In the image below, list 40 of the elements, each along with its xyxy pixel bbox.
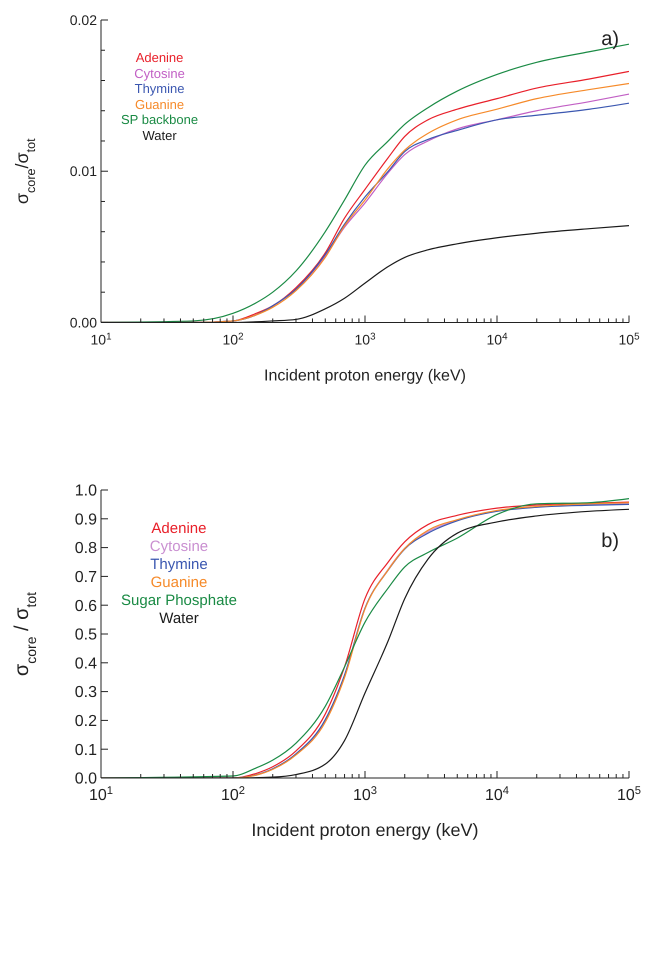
y-tick-label: 0.2 [74,713,98,730]
x-tick-label: 10$^{3}$ [352,785,378,804]
x-axis-title: Incident proton energy (keV) [264,367,466,384]
y-tick-label: 0.5 [74,626,98,644]
text: Sugar Phosphate [121,592,237,610]
text: Cytosine [133,66,186,82]
text: Thymine [134,81,186,97]
x-tick-label: 10$^{3}$ [354,330,376,348]
x-tick-label: 10$^{2}$ [222,330,244,348]
x-tick-label: 10$^{4}$ [484,785,510,804]
text: Water [141,128,178,144]
text: Adenine [134,50,184,66]
y-tick-label: 0.4 [74,655,98,672]
annotation: a) [601,28,619,51]
text: Adenine [150,520,208,538]
text: Water [158,610,200,628]
x-tick-label: 10$^{2}$ [220,785,246,804]
y-tick-label: 0.02 [70,12,98,28]
y-tick-label: 0.0 [74,770,98,788]
x-tick-label: 10$^{5}$ [618,330,640,348]
text: Thymine [149,556,209,574]
y-tick-label: 0.00 [70,314,98,330]
y-tick-label: 1.0 [74,482,98,500]
x-tick-label: 10$^{5}$ [616,785,642,804]
annotation: b) [601,530,619,553]
y-tick-label: 0.3 [74,684,98,702]
y-tick-label: 0.8 [74,540,98,558]
y-tick-label: 0.1 [74,742,98,759]
text: SP backbone [121,112,198,128]
x-tick-label: 10$^{4}$ [486,330,508,348]
y-tick-label: 0.01 [70,163,98,180]
text: Cytosine [148,538,210,556]
x-tick-label: 10$^{1}$ [88,785,114,804]
y-tick-label: 0.6 [74,598,98,615]
y-tick-label: 0.7 [74,569,98,586]
x-axis-title: Incident proton energy (keV) [251,820,479,840]
text: Guanine [134,96,186,112]
y-tick-label: 0.9 [74,511,98,528]
x-tick-label: 10$^{1}$ [90,330,112,348]
text: Guanine [150,574,208,592]
